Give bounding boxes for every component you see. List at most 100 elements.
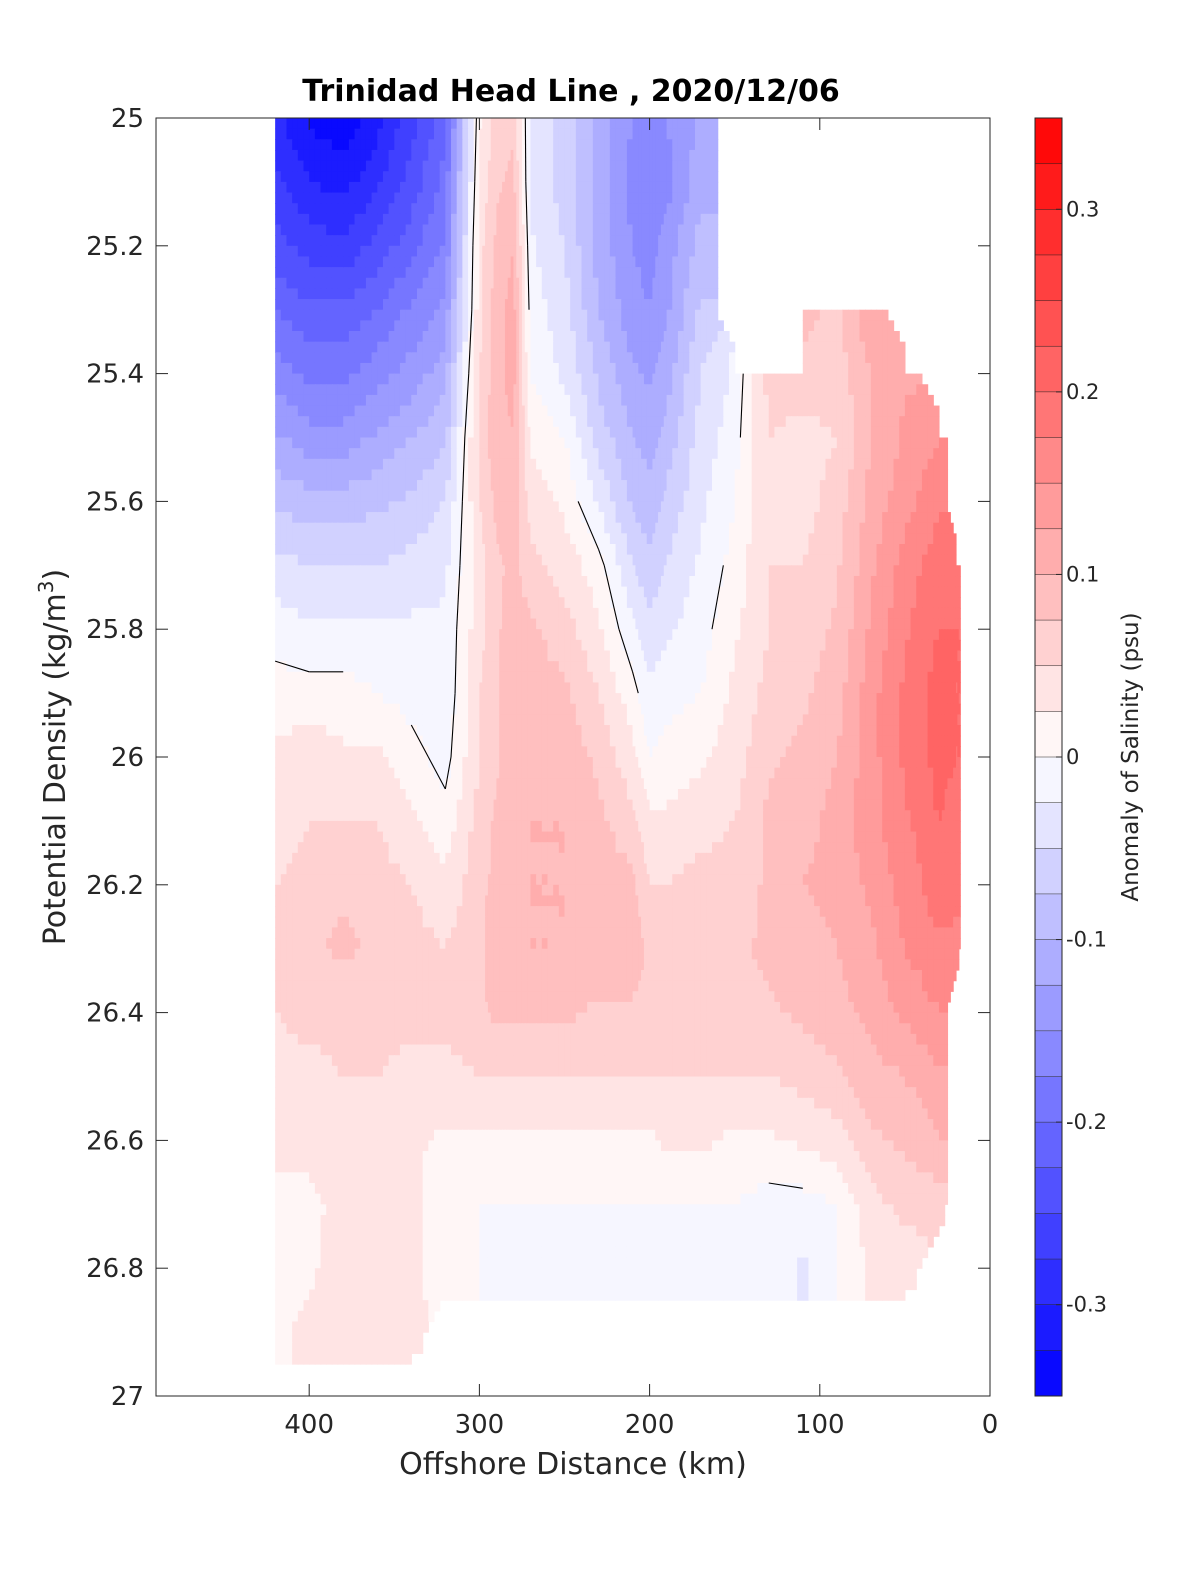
contour-cell [621, 469, 628, 481]
contour-cell [479, 299, 483, 311]
contour-cell [451, 586, 458, 598]
contour-cell [507, 277, 512, 289]
contour-cell [382, 373, 390, 385]
contour-cell [910, 394, 917, 407]
contour-cell [507, 416, 512, 428]
contour-cell [785, 522, 793, 534]
contour-cell [468, 458, 475, 471]
contour-cell [638, 245, 642, 258]
contour-cell [354, 341, 361, 353]
contour-cell [780, 522, 787, 534]
contour-cell [297, 575, 305, 588]
contour-cell [649, 128, 654, 140]
contour-cell [700, 469, 707, 481]
contour-cell [527, 362, 532, 375]
contour-cell [527, 437, 532, 449]
contour-cell [819, 469, 827, 481]
contour-cell [445, 544, 452, 556]
contour-cell [428, 352, 435, 364]
contour-cell [609, 299, 617, 311]
contour-cell [280, 181, 288, 194]
contour-cell [598, 458, 605, 471]
contour-cell [893, 522, 900, 534]
contour-cell [836, 533, 844, 545]
contour-cell [482, 362, 486, 375]
contour-cell [865, 394, 872, 407]
contour-cell [660, 490, 665, 502]
contour-cell [371, 437, 378, 449]
contour-cell [700, 203, 707, 215]
contour-cell [706, 437, 713, 449]
contour-cell [564, 405, 571, 417]
contour-cell [377, 362, 384, 375]
contour-cell [451, 597, 458, 609]
contour-cell [666, 490, 673, 502]
contour-cell [780, 533, 787, 545]
contour-cell [536, 458, 543, 471]
contour-cell [297, 416, 305, 428]
contour-cell [405, 139, 412, 151]
contour-cell [331, 586, 339, 598]
contour-cell [468, 235, 475, 247]
contour-cell [468, 118, 475, 130]
contour-cell [658, 554, 662, 566]
contour-cell [706, 405, 713, 417]
contour-cell [371, 128, 378, 140]
contour-cell [314, 171, 322, 183]
contour-cell [360, 437, 367, 449]
contour-cell [921, 448, 929, 460]
contour-cell [609, 235, 617, 247]
contour-cell [658, 309, 662, 321]
contour-cell [456, 149, 463, 162]
contour-cell [388, 224, 395, 236]
contour-cell [570, 362, 577, 375]
contour-cell [411, 501, 418, 513]
contour-cell [439, 171, 446, 183]
contour-cell [621, 490, 628, 502]
contour-cell [280, 426, 288, 439]
contour-cell [660, 192, 665, 204]
contour-cell [615, 352, 622, 364]
contour-cell [638, 267, 642, 279]
contour-cell [814, 362, 821, 375]
contour-cell [348, 458, 356, 471]
contour-cell [746, 490, 753, 502]
contour-cell [479, 203, 483, 215]
contour-cell [399, 309, 407, 321]
contour-cell [652, 171, 656, 183]
contour-cell [666, 554, 673, 566]
contour-cell [360, 565, 367, 577]
contour-cell [297, 480, 305, 492]
contour-cell [717, 384, 724, 396]
contour-cell [504, 203, 509, 215]
contour-cell [502, 341, 506, 353]
contour-cell [331, 171, 339, 183]
contour-cell [541, 512, 549, 524]
contour-cell [428, 267, 435, 279]
contour-cell [694, 544, 702, 556]
contour-cell [445, 416, 452, 428]
contour-cell [280, 384, 288, 396]
contour-cell [683, 341, 690, 353]
contour-cell [348, 597, 356, 609]
contour-cell [482, 149, 486, 162]
contour-cell [592, 224, 600, 236]
contour-cell [275, 458, 282, 471]
contour-cell [530, 256, 537, 268]
contour-cell [371, 544, 378, 556]
contour-cell [309, 469, 316, 481]
contour-cell [360, 277, 367, 289]
contour-cell [598, 160, 605, 172]
contour-cell [434, 309, 441, 321]
contour-cell [388, 416, 395, 428]
contour-cell [297, 224, 305, 236]
contour-cell [445, 192, 452, 204]
contour-cell [513, 480, 517, 492]
contour-cell [706, 181, 713, 194]
contour-cell [652, 405, 656, 417]
contour-cell [646, 469, 651, 481]
contour-cell [848, 480, 855, 492]
contour-cell [394, 586, 401, 598]
contour-cell [337, 256, 344, 268]
contour-cell [485, 149, 489, 162]
